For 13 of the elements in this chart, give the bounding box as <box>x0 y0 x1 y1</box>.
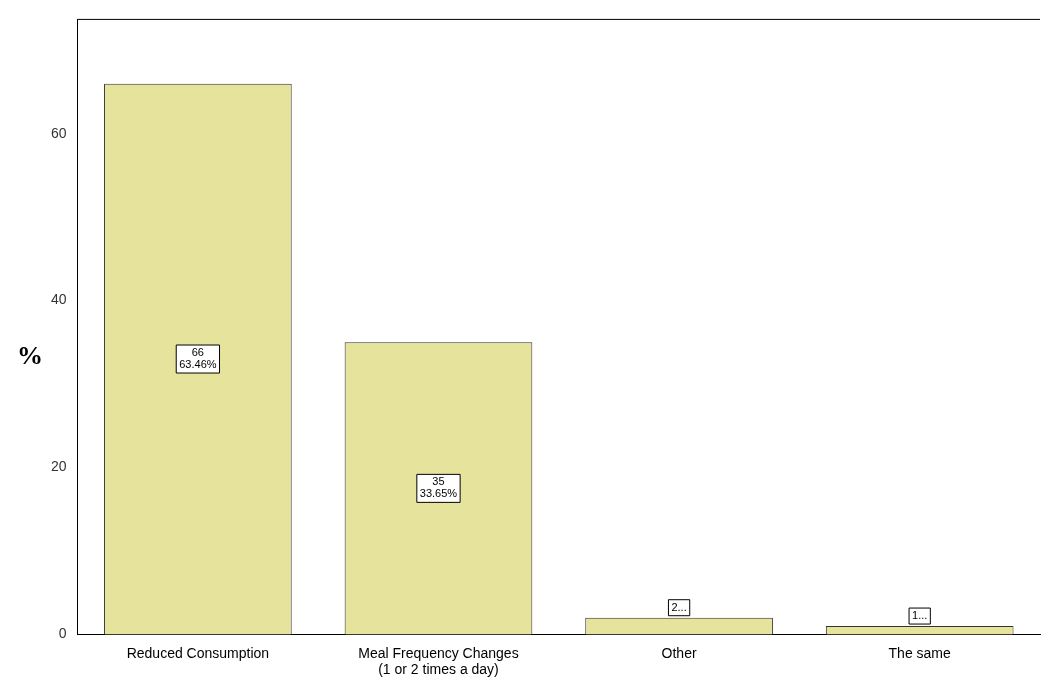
data-label: 2... <box>671 600 687 613</box>
x-tick-label: Other <box>661 644 697 661</box>
y-tick-label: 40 <box>50 291 67 308</box>
y-axis-title: % <box>17 340 43 370</box>
y-tick-label: 0 <box>58 625 67 642</box>
data-label: 1... <box>912 609 928 622</box>
x-tick-label: Meal Frequency Changes (1 or 2 times a day) <box>358 644 519 678</box>
x-tick-label: The same <box>888 644 952 661</box>
data-label: 35 33.65% <box>419 475 458 500</box>
data-label: 66 63.46% <box>179 346 217 371</box>
y-tick-label: 20 <box>50 458 67 475</box>
y-tick-label: 60 <box>50 124 67 141</box>
x-tick-label: Reduced Consumption <box>126 644 270 661</box>
